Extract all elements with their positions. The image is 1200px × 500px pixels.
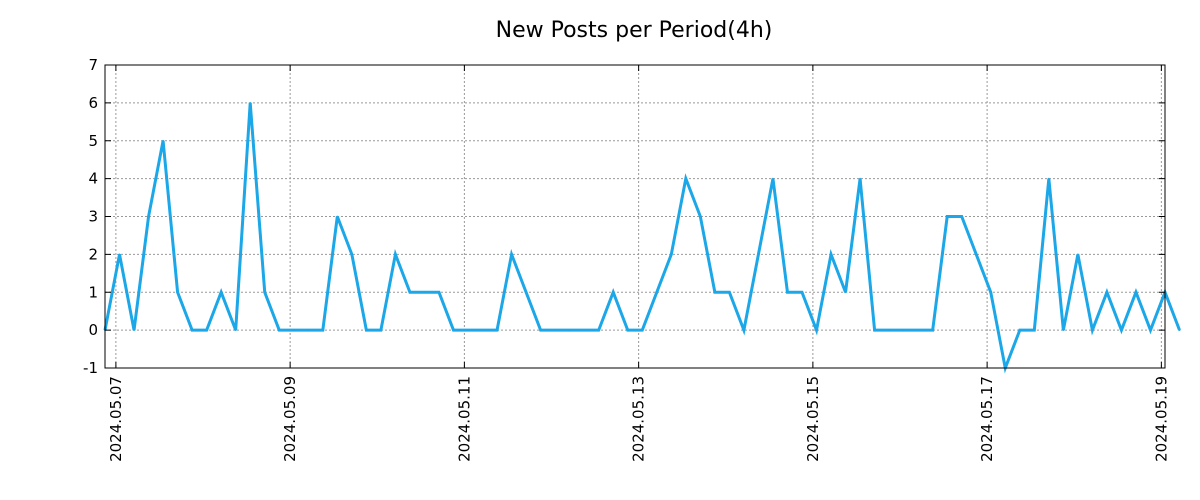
data-point bbox=[162, 139, 164, 142]
data-point bbox=[801, 291, 803, 294]
axis-ticks bbox=[105, 64, 1165, 369]
data-point bbox=[1018, 329, 1021, 332]
data-point bbox=[205, 329, 208, 332]
data-point bbox=[1091, 329, 1094, 332]
data-point bbox=[263, 291, 266, 294]
data-point bbox=[147, 215, 150, 218]
data-point bbox=[626, 329, 629, 332]
data-point bbox=[1047, 177, 1050, 180]
data-point bbox=[191, 329, 194, 332]
data-point bbox=[612, 291, 615, 294]
data-point bbox=[960, 215, 963, 218]
y-tick-label: -1 bbox=[83, 359, 98, 377]
data-point bbox=[699, 215, 702, 218]
data-point bbox=[379, 329, 382, 332]
data-point bbox=[655, 291, 658, 294]
data-point bbox=[1149, 329, 1152, 332]
data-point bbox=[902, 329, 905, 332]
data-point bbox=[931, 329, 934, 332]
data-point bbox=[118, 253, 121, 256]
data-point bbox=[409, 291, 411, 294]
data-point bbox=[554, 329, 557, 332]
data-point bbox=[336, 215, 339, 218]
y-tick-label: 2 bbox=[88, 245, 98, 263]
data-point bbox=[859, 177, 861, 180]
x-axis: 2024.05.07 2024.05.09 2024.05.11 2024.05.13… bbox=[107, 376, 1170, 462]
data-point bbox=[423, 291, 426, 294]
data-point bbox=[772, 177, 774, 180]
y-tick-label: 6 bbox=[88, 94, 98, 112]
data-point bbox=[365, 329, 368, 332]
x-tick-label: 2024.05.15 bbox=[804, 376, 822, 462]
y-tick-label: 7 bbox=[88, 56, 98, 74]
data-point bbox=[438, 291, 440, 294]
y-tick-label: 1 bbox=[88, 283, 98, 301]
y-tick-label: 4 bbox=[88, 170, 98, 188]
data-point bbox=[467, 329, 469, 332]
data-point bbox=[728, 291, 731, 294]
data-point bbox=[539, 329, 542, 332]
data-point bbox=[917, 329, 920, 332]
x-tick-label: 2024.05.09 bbox=[281, 376, 299, 462]
data-point bbox=[946, 215, 949, 218]
data-point bbox=[888, 329, 891, 332]
data-point bbox=[830, 253, 832, 256]
data-point bbox=[1076, 253, 1079, 256]
data-point bbox=[321, 329, 324, 332]
x-tick-label: 2024.05.17 bbox=[978, 376, 996, 462]
data-point bbox=[307, 329, 310, 332]
data-point bbox=[176, 291, 179, 294]
data-point bbox=[234, 329, 237, 332]
data-point bbox=[815, 329, 818, 332]
data-point bbox=[568, 329, 571, 332]
data-point bbox=[510, 253, 513, 256]
x-tick-label: 2024.05.07 bbox=[107, 376, 125, 462]
data-point bbox=[583, 329, 586, 332]
x-tick-label: 2024.05.13 bbox=[630, 376, 648, 462]
data-point bbox=[670, 253, 673, 256]
data-point bbox=[713, 291, 716, 294]
data-point bbox=[452, 329, 455, 332]
series-layer bbox=[103, 101, 1181, 374]
data-point bbox=[292, 329, 295, 332]
data-point bbox=[220, 291, 223, 294]
data-point bbox=[133, 329, 135, 332]
data-point bbox=[1033, 329, 1036, 332]
data-point bbox=[1178, 329, 1181, 332]
data-point bbox=[757, 253, 760, 256]
data-point bbox=[989, 291, 992, 294]
data-point bbox=[496, 329, 498, 332]
data-point bbox=[743, 329, 745, 332]
data-point bbox=[481, 329, 484, 332]
chart-title: New Posts per Period(4h) bbox=[496, 18, 773, 43]
x-tick-label: 2024.05.11 bbox=[455, 376, 473, 462]
y-axis: -1 0 1 2 3 4 5 6 7 bbox=[83, 56, 98, 377]
data-point bbox=[1135, 291, 1137, 294]
y-tick-label: 5 bbox=[88, 132, 98, 150]
data-point bbox=[597, 329, 600, 332]
data-point bbox=[641, 329, 644, 332]
y-tick-label: 0 bbox=[88, 321, 98, 339]
data-point bbox=[1106, 291, 1108, 294]
data-point bbox=[278, 329, 281, 332]
data-point bbox=[844, 291, 847, 294]
data-point bbox=[249, 101, 252, 104]
data-point bbox=[525, 291, 527, 294]
data-point bbox=[786, 291, 789, 294]
data-point bbox=[975, 253, 978, 256]
data-point bbox=[873, 329, 876, 332]
data-point bbox=[1120, 329, 1123, 332]
data-point bbox=[394, 253, 397, 256]
x-tick-label: 2024.05.19 bbox=[1152, 376, 1170, 462]
data-point bbox=[684, 177, 687, 180]
y-tick-label: 3 bbox=[88, 208, 98, 226]
data-point bbox=[350, 253, 353, 256]
data-point bbox=[1062, 329, 1065, 332]
